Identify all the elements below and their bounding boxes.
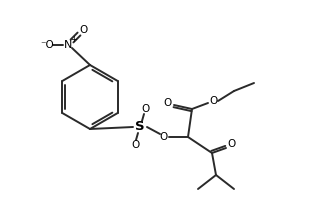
Text: O: O <box>228 139 236 149</box>
Text: O: O <box>209 96 217 106</box>
Text: N: N <box>64 40 72 50</box>
Text: +: + <box>70 35 77 45</box>
Text: ⁻O: ⁻O <box>40 40 54 50</box>
Text: S: S <box>135 120 145 134</box>
Text: O: O <box>160 132 168 142</box>
Text: O: O <box>141 104 149 114</box>
Text: O: O <box>164 98 172 108</box>
Text: O: O <box>79 25 87 35</box>
Text: O: O <box>131 140 139 150</box>
